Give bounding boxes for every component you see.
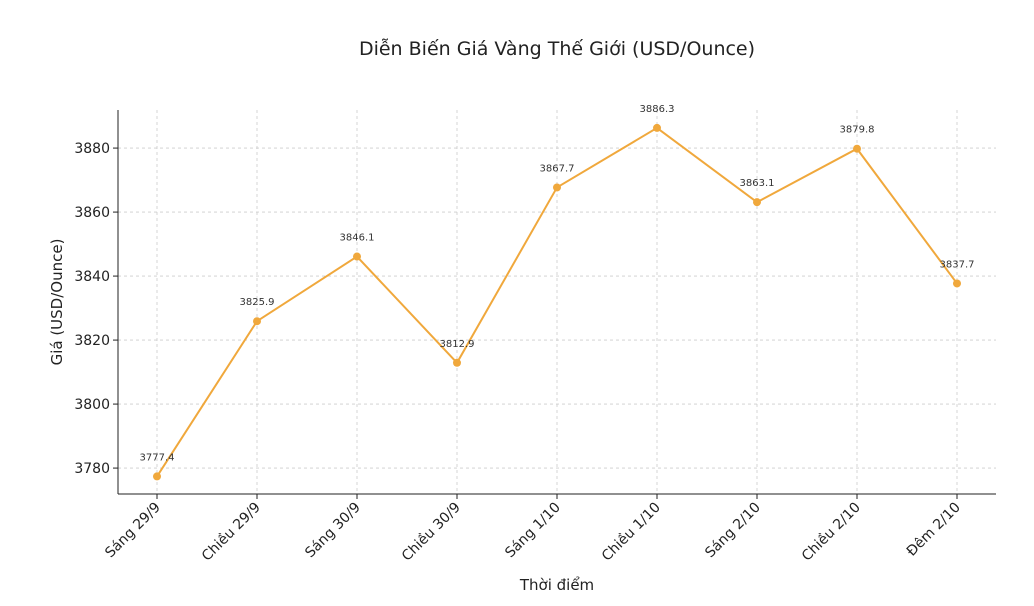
x-tick-label: Sáng 2/10 bbox=[702, 500, 764, 562]
point bbox=[853, 144, 861, 153]
x-tick-label: Sáng 30/9 bbox=[302, 500, 364, 562]
x-tick-label: Chiều 30/9 bbox=[398, 499, 464, 565]
value-label: 3777.4 bbox=[140, 452, 175, 463]
x-tick-label: Chiều 2/10 bbox=[798, 499, 864, 565]
point bbox=[253, 317, 261, 326]
y-tick-label: 3860 bbox=[74, 205, 110, 221]
point bbox=[353, 252, 361, 261]
x-tick-label: Sáng 1/10 bbox=[502, 500, 564, 562]
y-tick-label: 3820 bbox=[74, 333, 110, 349]
point bbox=[553, 183, 561, 192]
point bbox=[153, 472, 161, 481]
value-label: 3879.8 bbox=[840, 125, 875, 136]
y-tick-label: 3800 bbox=[74, 397, 110, 413]
point bbox=[753, 198, 761, 207]
y-tick-label: 3840 bbox=[74, 269, 110, 285]
x-tick-label: Đêm 2/10 bbox=[904, 500, 964, 560]
y-tick-label: 3880 bbox=[74, 141, 110, 157]
value-label: 3837.7 bbox=[940, 259, 975, 270]
y-tick-label: 3780 bbox=[74, 461, 110, 477]
point bbox=[453, 358, 461, 367]
value-label: 3812.9 bbox=[440, 339, 475, 350]
x-tick-label: Chiều 29/9 bbox=[198, 499, 264, 565]
value-label: 3863.1 bbox=[740, 178, 775, 189]
point bbox=[653, 123, 661, 132]
value-label: 3846.1 bbox=[340, 233, 375, 244]
value-label: 3886.3 bbox=[640, 104, 675, 115]
y-axis-label: Giá (USD/Ounce) bbox=[48, 239, 66, 366]
value-label: 3825.9 bbox=[240, 297, 275, 308]
x-tick-label: Sáng 29/9 bbox=[102, 500, 164, 562]
x-axis-label: Thời điểm bbox=[519, 576, 594, 594]
chart-title: Diễn Biến Giá Vàng Thế Giới (USD/Ounce) bbox=[359, 37, 755, 60]
value-label: 3867.7 bbox=[540, 163, 575, 174]
x-tick-label: Chiều 1/10 bbox=[598, 499, 664, 565]
point bbox=[953, 279, 961, 288]
